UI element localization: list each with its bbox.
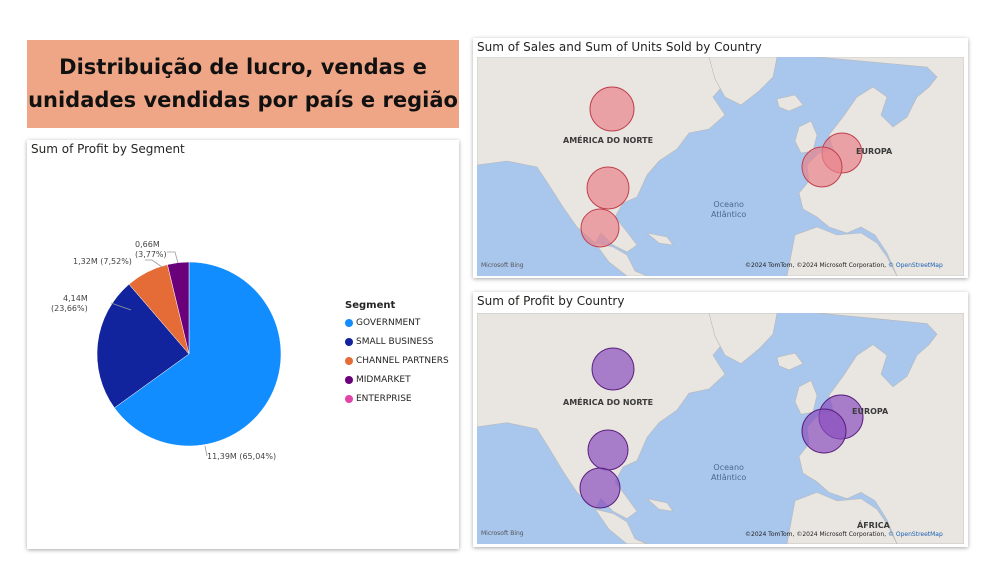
label-north-america: AMÉRICA DO NORTE [563, 136, 654, 145]
bubble-canada[interactable] [589, 86, 635, 132]
land-shape [708, 57, 778, 106]
map-attribution: ©2024 TomTom, ©2024 Microsoft Corporatio… [745, 262, 943, 269]
pie-slice-government[interactable] [114, 261, 282, 447]
legend-dot [345, 338, 353, 346]
legend-label: MIDMARKET [356, 375, 411, 385]
legend-title: Segment [345, 300, 396, 311]
bubble-usa[interactable] [587, 429, 629, 471]
land-shape [477, 57, 778, 253]
map-canvas[interactable]: AMÉRICA DO NORTE EUROPA Oceano Atlântico… [477, 57, 964, 276]
card-title: Sum of Profit by Segment [31, 142, 185, 156]
legend-label: GOVERNMENT [356, 318, 421, 328]
legend-item[interactable]: ENTERPRISE [345, 394, 412, 404]
openstreetmap-link[interactable]: © OpenStreetMap [887, 531, 943, 538]
label-ocean: Oceano Atlântico [711, 463, 747, 482]
land-shape [708, 313, 778, 365]
label-north-america: AMÉRICA DO NORTE [563, 398, 654, 407]
bubble-layer [580, 86, 863, 248]
map-canvas[interactable]: AMÉRICA DO NORTE EUROPA Oceano Atlântico… [477, 313, 964, 544]
land-shape [776, 94, 804, 112]
bubble-france[interactable] [801, 408, 847, 454]
land-shape [646, 498, 674, 512]
legend-item[interactable]: SMALL BUSINESS [345, 337, 434, 347]
profit-by-segment-card[interactable]: Sum of Profit by Segment 11,39M (65,04%)… [27, 140, 459, 549]
legend-dot [345, 376, 353, 384]
land-shape [786, 491, 898, 544]
pie-label-government: 11,39M (65,04%) [207, 452, 277, 461]
bing-logo: Microsoft Bing [481, 530, 524, 537]
legend-dot [345, 319, 353, 327]
leader-line [110, 302, 132, 311]
legend-item[interactable]: CHANNEL PARTNERS [345, 356, 449, 366]
map-land [477, 313, 964, 544]
map-land [477, 57, 964, 276]
land-shape [646, 232, 674, 246]
leader-line [145, 259, 163, 268]
bing-logo: Microsoft Bing [481, 262, 524, 269]
openstreetmap-link[interactable]: © OpenStreetMap [887, 262, 943, 269]
leader-line [204, 445, 208, 457]
bubble-mexico[interactable] [579, 467, 621, 509]
sales-map-card[interactable]: Sum of Sales and Sum of Units Sold by Co… [473, 38, 968, 278]
leader-line [167, 251, 179, 264]
card-title: Sum of Profit by Country [477, 294, 625, 308]
legend-label: CHANNEL PARTNERS [356, 356, 449, 366]
bubble-france[interactable] [801, 146, 843, 188]
map-attribution: ©2024 TomTom, ©2024 Microsoft Corporatio… [745, 531, 943, 538]
legend-label: ENTERPRISE [356, 394, 412, 404]
pie-label-small-business: 4,14M (23,66%) [51, 294, 88, 313]
page-title: Distribuição de lucro, vendas e unidades… [28, 55, 458, 112]
pie-label-midmarket: 0,66M (3,77%) [135, 240, 167, 259]
label-europe: EUROPA [856, 147, 893, 156]
pie-label-channel-partners: 1,32M (7,52%) [73, 257, 132, 266]
pie-chart[interactable] [27, 140, 459, 549]
land-shape [594, 242, 648, 276]
label-europe: EUROPA [852, 407, 889, 416]
label-africa: ÁFRICA [857, 521, 890, 530]
bubble-mexico[interactable] [580, 208, 620, 248]
legend-item[interactable]: GOVERNMENT [345, 318, 420, 328]
legend-dot [345, 395, 353, 403]
legend-label: SMALL BUSINESS [356, 337, 434, 347]
land-shape [786, 226, 898, 276]
attribution-text: ©2024 TomTom, ©2024 Microsoft Corporatio… [745, 531, 888, 538]
profit-map-card[interactable]: Sum of Profit by Country AMÉRICA DO NORT… [473, 292, 968, 547]
land-shape [776, 352, 804, 371]
legend-item[interactable]: MIDMARKET [345, 375, 411, 385]
land-shape [594, 508, 648, 544]
bubble-canada[interactable] [591, 347, 635, 391]
bubble-usa[interactable] [586, 166, 630, 210]
label-ocean: Oceano Atlântico [711, 200, 747, 219]
pie-slice-small-business[interactable] [96, 283, 190, 409]
land-shape [477, 313, 778, 520]
legend-dot [345, 357, 353, 365]
bubble-layer [579, 347, 864, 509]
attribution-text: ©2024 TomTom, ©2024 Microsoft Corporatio… [745, 262, 888, 269]
card-title: Sum of Sales and Sum of Units Sold by Co… [477, 40, 762, 54]
page-title-box: Distribuição de lucro, vendas e unidades… [27, 40, 459, 128]
